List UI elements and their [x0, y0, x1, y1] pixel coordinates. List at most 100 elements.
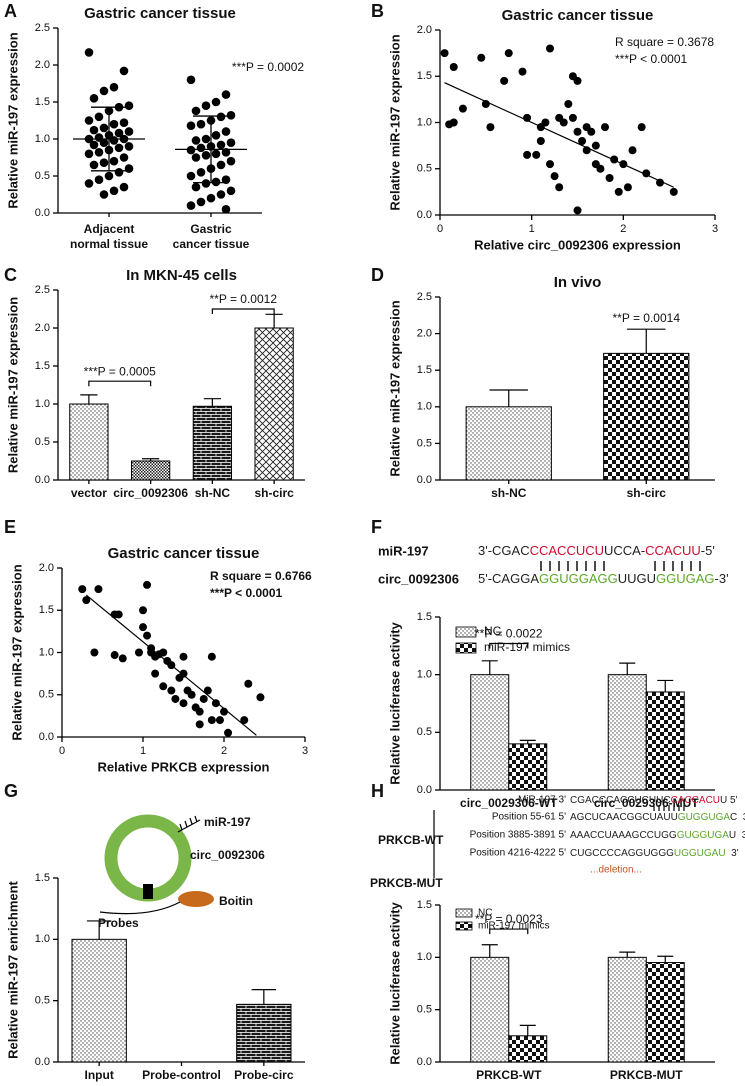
data-point [124, 127, 134, 136]
data-point [546, 44, 554, 53]
data-point [201, 179, 211, 188]
y-tick-label: 0.0 [35, 1056, 50, 1068]
data-point [568, 113, 577, 122]
legend-label: miR-197 mimics [478, 921, 550, 932]
x-tick-label: 2 [620, 223, 626, 235]
data-point [500, 76, 509, 85]
annotation: ***P < 0.0001 [210, 586, 283, 600]
x-tick-label: circ_0029306-WT [460, 796, 558, 810]
error-bar [265, 313, 283, 328]
y-tick-label: 0.5 [417, 1004, 432, 1016]
sequence-name: MiR-197 3' [518, 795, 566, 806]
group-label: PRKCB-WT [378, 833, 444, 847]
x-tick-label: PRKCB-WT [476, 1068, 542, 1082]
group-label: PRKCB-MUT [370, 876, 443, 890]
legend-swatch [455, 626, 477, 638]
sequence-part: AAACCUAAAGCCUGG [570, 830, 677, 841]
significance-label: **P = 0.0022 [475, 627, 543, 641]
data-point [99, 190, 109, 199]
data-point [134, 648, 143, 657]
chart-title: In MKN-45 cells [126, 267, 237, 284]
data-point [215, 716, 224, 725]
sequence-part: 3'-CGAC [478, 543, 530, 558]
data-point [195, 720, 204, 729]
data-point [89, 94, 99, 103]
data-point [518, 67, 527, 76]
data-point [191, 106, 201, 116]
data-point [216, 140, 226, 150]
bar [508, 743, 548, 791]
data-point [614, 187, 623, 196]
y-axis-label: Relative miR-197 expression [5, 297, 20, 473]
data-point [196, 197, 206, 207]
data-point [99, 158, 109, 167]
error-bar [86, 920, 112, 940]
data-point [191, 182, 201, 192]
data-point [591, 141, 600, 150]
bar [465, 406, 552, 481]
sequence-part: GGUGAG [656, 571, 715, 586]
data-point [207, 652, 216, 661]
annotation: R square = 0.3678 [615, 35, 714, 49]
y-tick-label: 0.5 [39, 689, 54, 701]
chart-title: Gastric cancer tissue [108, 545, 260, 562]
y-tick-label: 2.0 [417, 24, 432, 36]
data-point [637, 123, 646, 132]
data-point [477, 53, 486, 62]
x-tick-label: vector [71, 486, 107, 500]
error-bar [481, 660, 498, 675]
y-tick-label: 1.0 [417, 669, 432, 681]
y-tick-label: 1.0 [35, 133, 50, 145]
x-tick-label: sh-NC [195, 486, 231, 500]
data-point [99, 123, 109, 133]
sequence-part: C 3' [730, 812, 745, 823]
legend-swatch [455, 908, 473, 918]
data-point [84, 116, 94, 125]
error-bar [657, 955, 674, 963]
data-point [546, 160, 554, 169]
y-tick-label: 1.5 [417, 611, 432, 623]
sequence-part: GUGGUGA [677, 830, 730, 841]
data-point [151, 669, 160, 678]
y-tick-label: 0.0 [35, 474, 50, 486]
annotation: ***P < 0.0001 [615, 52, 688, 66]
data-point [94, 585, 103, 594]
data-point [211, 131, 221, 140]
data-point [159, 648, 168, 657]
panel-letter: H [371, 781, 384, 801]
data-point [99, 138, 109, 147]
diagram-label: miR-197 [204, 815, 251, 829]
sequence-part: CACCACU [671, 795, 720, 806]
sequence-name: Position 3885-3891 5' [470, 830, 567, 841]
error-bar [619, 951, 636, 958]
panel-letter: E [4, 517, 16, 537]
data-point [196, 168, 206, 177]
y-tick-label: 0.5 [417, 163, 432, 175]
data-point [449, 63, 458, 71]
sequence-name: Position 4216-4222 5' [470, 848, 567, 859]
data-point [191, 136, 201, 145]
data-point [587, 127, 596, 136]
error-bar [519, 739, 536, 744]
data-point [221, 205, 231, 214]
y-tick-label: 1.5 [417, 364, 432, 376]
data-point [191, 153, 201, 162]
sequence-part: UCCA- [604, 543, 645, 558]
significance-bracket [489, 928, 529, 935]
legend-label: NC [484, 624, 502, 638]
data-point [110, 651, 119, 660]
bar [470, 674, 510, 791]
y-tick-label: 0.0 [35, 207, 50, 219]
sd-bar [193, 115, 229, 184]
data-point [256, 693, 265, 702]
sequence-part: CUGCCCCAGGUGGG [570, 848, 674, 859]
data-point [211, 699, 220, 708]
legend-label: NC [478, 908, 492, 919]
data-point [206, 193, 216, 203]
bar [192, 405, 233, 481]
diagram-label: Probes [98, 916, 139, 930]
sequence-part: UGGUGAU [674, 848, 726, 859]
x-tick-label: 1 [529, 223, 535, 235]
data-point [555, 183, 564, 192]
annotation: ***P = 0.0002 [232, 60, 305, 74]
